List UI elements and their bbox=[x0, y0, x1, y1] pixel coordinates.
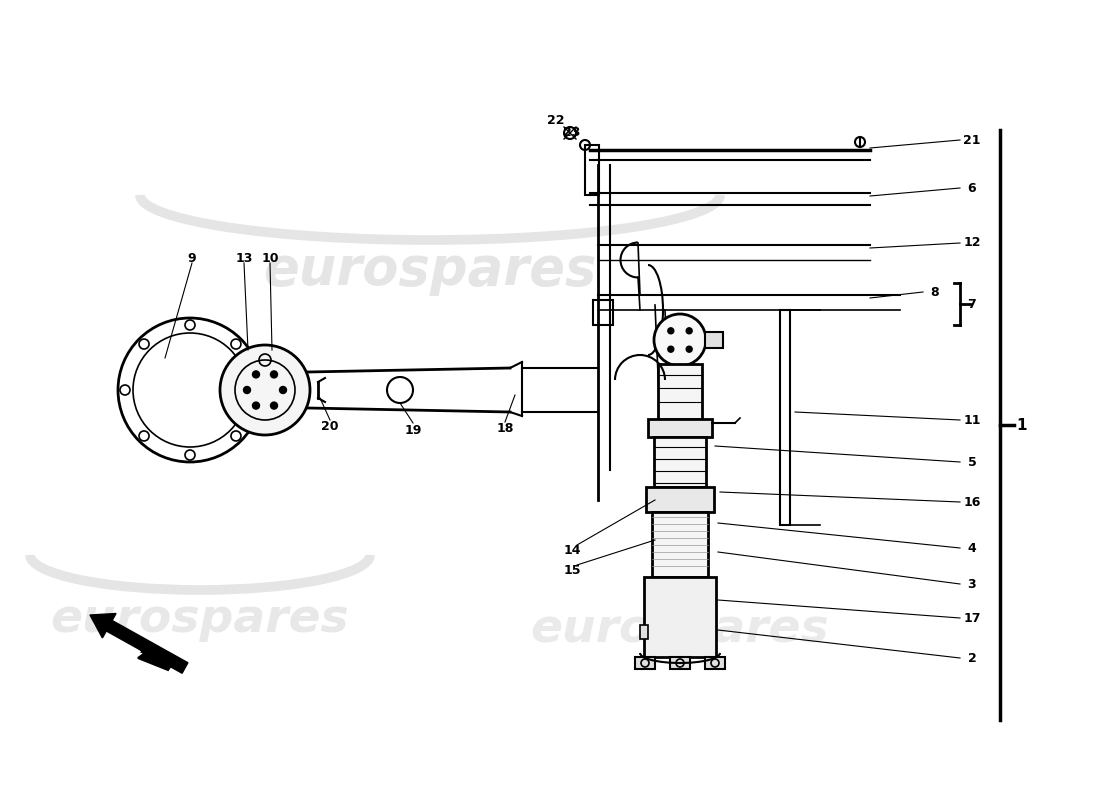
Bar bbox=[646, 487, 714, 512]
Circle shape bbox=[271, 371, 277, 378]
Text: 5: 5 bbox=[968, 455, 977, 469]
Bar bbox=[640, 625, 648, 639]
Text: 12: 12 bbox=[964, 237, 981, 250]
Bar bbox=[705, 657, 725, 669]
Text: 1: 1 bbox=[1016, 418, 1027, 433]
Bar bbox=[654, 437, 706, 487]
Bar bbox=[658, 364, 702, 419]
Text: 17: 17 bbox=[964, 611, 981, 625]
Text: 4: 4 bbox=[968, 542, 977, 554]
Text: 18: 18 bbox=[496, 422, 514, 434]
Polygon shape bbox=[100, 618, 172, 670]
Text: 15: 15 bbox=[563, 563, 581, 577]
Bar bbox=[585, 145, 600, 195]
Text: eurospares: eurospares bbox=[51, 598, 350, 642]
Text: 3: 3 bbox=[968, 578, 977, 590]
Text: 21: 21 bbox=[964, 134, 981, 146]
Circle shape bbox=[654, 314, 706, 366]
Text: eurospares: eurospares bbox=[530, 607, 829, 653]
Circle shape bbox=[686, 346, 692, 352]
Circle shape bbox=[668, 346, 674, 352]
Bar bbox=[652, 512, 708, 577]
Circle shape bbox=[279, 386, 286, 394]
Text: 10: 10 bbox=[262, 251, 278, 265]
Text: 14: 14 bbox=[563, 543, 581, 557]
Text: 22: 22 bbox=[548, 114, 564, 126]
Bar bbox=[635, 657, 654, 669]
Text: 8: 8 bbox=[931, 286, 939, 298]
Text: 7: 7 bbox=[968, 298, 977, 310]
Text: 23: 23 bbox=[563, 126, 581, 139]
Bar bbox=[648, 419, 712, 437]
Text: 6: 6 bbox=[968, 182, 977, 194]
Circle shape bbox=[271, 402, 277, 409]
Circle shape bbox=[220, 345, 310, 435]
Circle shape bbox=[243, 386, 251, 394]
Bar bbox=[644, 577, 716, 657]
Circle shape bbox=[668, 328, 674, 334]
Bar bbox=[593, 300, 613, 325]
Bar bbox=[705, 332, 723, 348]
Text: 2: 2 bbox=[968, 651, 977, 665]
Circle shape bbox=[253, 371, 260, 378]
Circle shape bbox=[686, 328, 692, 334]
Text: 20: 20 bbox=[321, 421, 339, 434]
FancyArrow shape bbox=[90, 614, 188, 674]
Text: 19: 19 bbox=[405, 423, 421, 437]
Text: 9: 9 bbox=[188, 251, 196, 265]
Circle shape bbox=[253, 402, 260, 409]
Text: 13: 13 bbox=[235, 251, 253, 265]
Bar bbox=[670, 657, 690, 669]
Bar bbox=[780, 310, 790, 525]
Text: 16: 16 bbox=[964, 495, 981, 509]
Text: 11: 11 bbox=[964, 414, 981, 426]
Text: eurospares: eurospares bbox=[263, 244, 596, 296]
